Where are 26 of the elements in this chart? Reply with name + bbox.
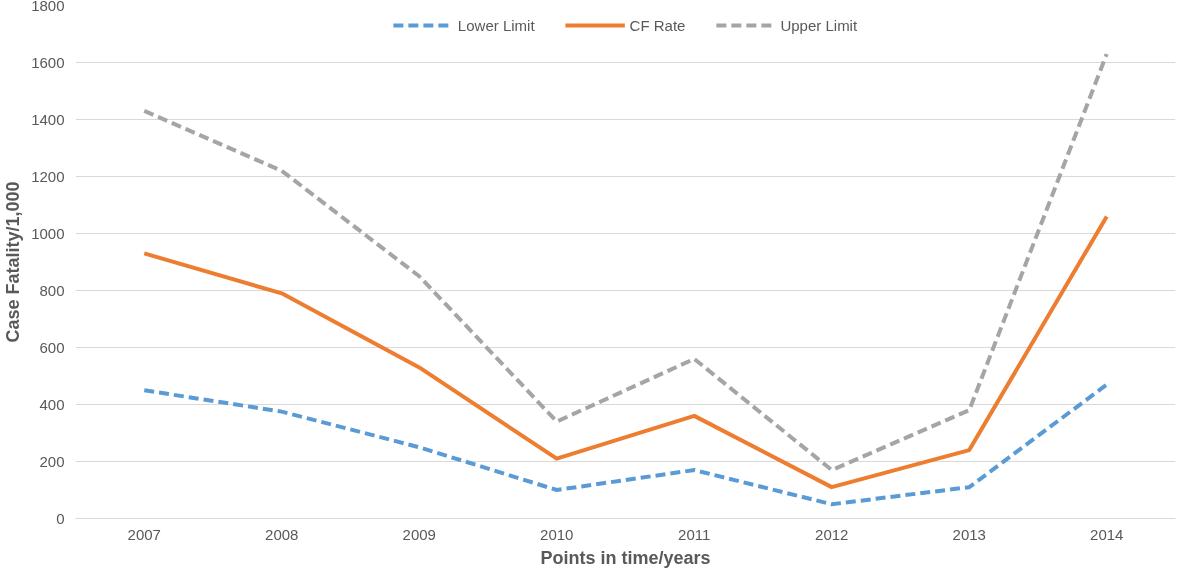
y-tick-label: 1000 <box>31 224 65 242</box>
x-tick-label: 2013 <box>952 525 986 543</box>
x-tick-label: 2010 <box>540 525 574 543</box>
line-series <box>142 214 1109 490</box>
y-axis-title: Case Fatality/1,000 <box>3 181 24 343</box>
x-tick-label: 2014 <box>1090 525 1124 543</box>
legend-label: Upper Limit <box>780 16 858 34</box>
y-tick-label: 0 <box>56 509 65 527</box>
legend-label: CF Rate <box>629 16 686 34</box>
y-tick-label: 400 <box>39 395 65 413</box>
line-series <box>142 382 1109 507</box>
x-tick-label: 2009 <box>402 525 436 543</box>
y-tick-label: 600 <box>39 338 65 356</box>
x-tick-label: 2011 <box>678 525 711 543</box>
x-tick-label: 2007 <box>127 525 161 543</box>
x-axis-title: Points in time/years <box>540 547 711 568</box>
line-series <box>142 51 1109 473</box>
legend-label: Lower Limit <box>457 16 535 34</box>
x-tick-label: 2012 <box>815 525 849 543</box>
y-tick-label: 1800 <box>31 0 65 14</box>
y-tick-label: 800 <box>39 281 65 299</box>
y-tick-label: 1600 <box>31 53 65 71</box>
x-tick-label: 2008 <box>265 525 299 543</box>
y-tick-label: 1400 <box>31 110 65 128</box>
y-tick-label: 1200 <box>31 167 65 185</box>
y-tick-label: 200 <box>39 452 65 470</box>
